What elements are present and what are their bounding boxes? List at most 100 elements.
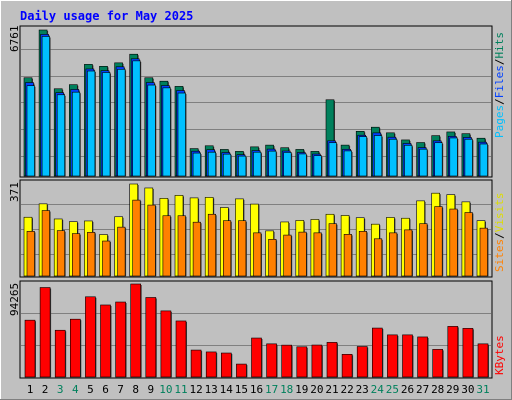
x-tick-label-day-13: 13 [205,383,218,396]
x-tick-label-day-26: 26 [401,383,414,396]
kbytes-bar-day-8 [130,283,141,378]
pages-bar-day-4 [72,91,81,177]
pages-bar-day-6 [102,72,111,177]
pages-bar-day-9 [147,84,156,177]
sites-bar-day-13 [207,213,216,277]
kbytes-bar-day-23 [356,346,368,378]
x-tick-label-day-29: 29 [446,383,459,396]
pages-bar-day-25 [389,138,398,177]
legend-files: Files [493,65,506,98]
x-tick-label-day-6: 6 [102,383,109,396]
kbytes-bar-day-10 [160,310,172,378]
kbytes-bar-day-22 [341,354,353,378]
x-tick-label-day-23: 23 [356,383,369,396]
kbytes-bar-day-18 [281,344,293,378]
sites-bar-day-17 [268,238,277,277]
bars-layer [23,29,489,378]
pages-bar-day-16 [253,151,262,177]
sites-bar-day-8 [132,199,141,277]
x-tick-label-day-7: 7 [117,383,124,396]
kbytes-bar-day-16 [251,337,262,378]
x-tick-label-day-16: 16 [250,383,263,396]
kbytes-bar-day-6 [100,304,111,378]
x-tick-label-day-30: 30 [461,383,474,396]
x-tick-label-day-24: 24 [371,383,385,396]
kbytes-bar-day-4 [70,318,81,378]
x-tick-label-day-8: 8 [132,383,139,396]
kbytes-bar-day-13 [205,351,217,378]
pages-bar-day-24 [373,135,383,177]
kbytes-bar-day-11 [175,320,187,378]
pages-bar-day-3 [56,94,66,177]
sites-bar-day-2 [41,210,50,277]
pages-bar-day-21 [328,142,337,177]
x-tick-label-day-28: 28 [431,383,444,396]
kbytes-bar-day-30 [462,328,474,378]
pages-bar-day-11 [177,92,186,177]
pages-bar-day-23 [358,136,368,177]
pages-bar-day-27 [419,148,428,177]
sites-bar-day-10 [162,215,171,277]
pages-bar-day-29 [449,137,458,177]
pages-bar-day-1 [26,85,35,177]
pages-bar-day-12 [192,152,201,177]
pages-bar-day-30 [464,138,473,177]
sites-bar-day-18 [283,234,292,277]
sites-bar-day-26 [404,229,413,277]
visits-ymax-label: 371 [8,182,21,202]
kbytes-bar-day-3 [54,329,66,378]
pages-bar-day-14 [223,153,232,177]
pages-bar-day-19 [298,153,307,177]
x-tick-label-day-14: 14 [220,383,234,396]
legend-sites: Sites [493,239,506,272]
sites-bar-day-21 [328,223,337,277]
x-tick-label-day-31: 31 [476,383,489,396]
pages-bar-day-7 [117,69,126,177]
sites-bar-day-23 [358,231,368,277]
pages-bar-day-28 [434,142,443,177]
sites-bar-day-11 [177,215,186,277]
x-tick-label-day-2: 2 [42,383,49,396]
kbytes-bar-day-15 [236,363,247,378]
sites-bar-day-4 [72,233,81,277]
sites-bar-day-28 [434,206,443,277]
kbytes-bar-day-19 [296,346,308,378]
sites-bar-day-22 [343,234,352,277]
x-tick-label-day-22: 22 [340,383,353,396]
kbytes-bar-day-12 [190,349,202,378]
x-axis-labels: 1 2 3 4 5 6 7 8 9 10 11 12 13 14 15 16 17 18 19 20 21 22 23 24 2… [27,383,490,396]
kbytes-bar-day-2 [39,287,51,378]
legend-sep-2: / [493,59,506,66]
kbytes-ymax-label: 94265 [8,283,21,316]
legend-sep-3: / [493,232,506,239]
kbytes-bar-day-5 [85,296,96,378]
x-tick-label-day-9: 9 [147,383,154,396]
sites-bar-day-12 [192,221,201,277]
pages-bar-day-15 [238,155,247,177]
pages-bar-day-8 [132,60,141,177]
kbytes-bar-day-31 [477,343,489,378]
pages-bar-day-5 [87,70,96,177]
x-tick-label-day-1: 1 [27,383,34,396]
sites-bar-day-29 [449,208,458,277]
chart-title: Daily usage for May 2025 [20,9,193,23]
legend-visits: Visits [493,193,506,233]
pages-bar-day-2 [41,36,50,177]
sites-bar-day-27 [419,223,428,277]
sites-bar-day-16 [253,232,262,277]
kbytes-bar-day-1 [24,319,36,378]
legend-sites-visits: Sites/Visits [493,193,506,273]
x-tick-label-day-10: 10 [159,383,172,396]
x-tick-label-day-11: 11 [174,383,187,396]
pages-bar-day-20 [313,155,322,177]
pages-bar-day-22 [343,150,352,177]
pages-bar-day-13 [207,151,216,177]
kbytes-bar-day-28 [432,349,444,378]
sites-bar-day-5 [87,232,96,277]
x-tick-label-day-21: 21 [325,383,338,396]
sites-bar-day-9 [147,204,156,277]
x-tick-label-day-25: 25 [386,383,399,396]
kbytes-bar-day-27 [417,336,428,378]
